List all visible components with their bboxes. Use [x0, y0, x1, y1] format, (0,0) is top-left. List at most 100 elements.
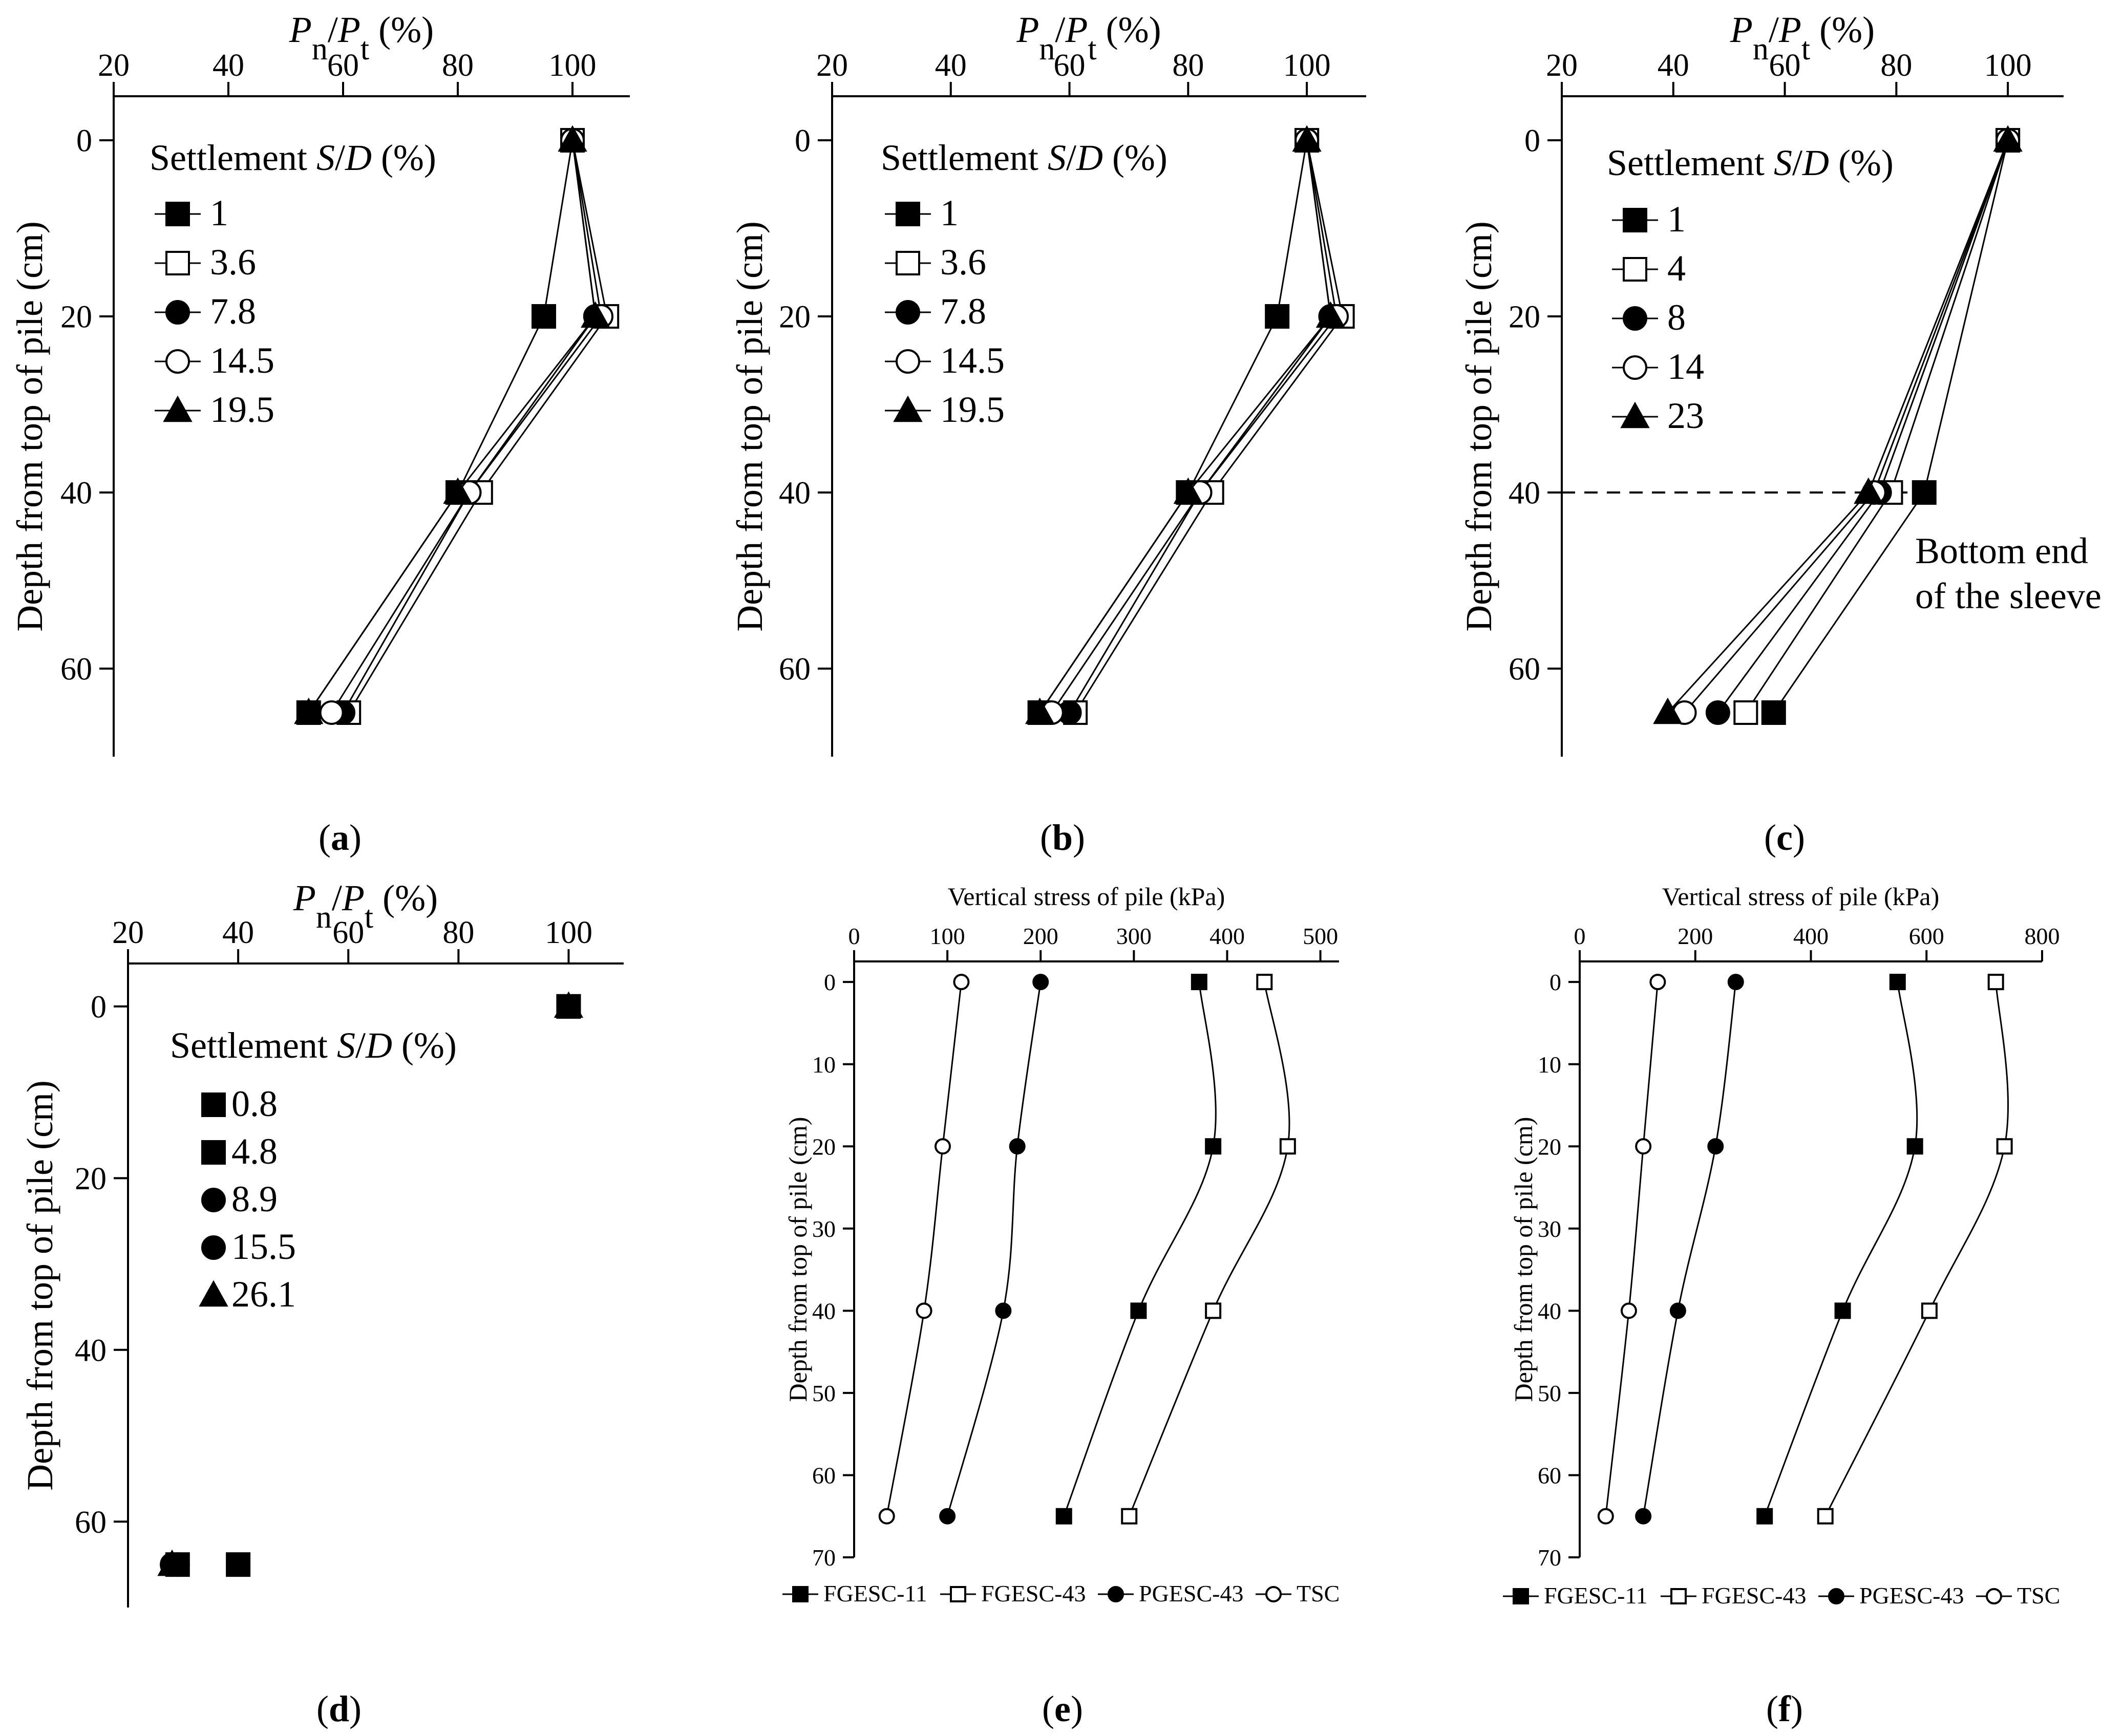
legend-label-8: 8: [1667, 297, 1686, 338]
x-tick-label: 20: [1546, 48, 1578, 83]
x-tick-label: 100: [930, 923, 965, 949]
legend-marker-14.5: [896, 349, 920, 374]
data-point-FGESC-43: [1205, 1302, 1222, 1319]
y-axis-label: Depth from top of pile (cm): [729, 221, 770, 632]
data-point-FGESC-43: [1279, 1138, 1296, 1155]
series-line-PGESC-43: [1642, 981, 1737, 1516]
y-tick-label: 60: [779, 652, 811, 687]
legend-label-23: 23: [1667, 395, 1704, 436]
legend-marker-14: [1623, 355, 1647, 380]
data-point-19.5: [1292, 125, 1322, 152]
legend-marker-19.5: [163, 395, 193, 422]
y-tick-label: 40: [812, 1298, 836, 1324]
x-axis-label: Pn/Pt (%): [1730, 9, 1875, 67]
legend-label-1: 1: [940, 192, 959, 233]
legend-label-3.6: 3.6: [210, 242, 256, 283]
x-tick-label: 40: [213, 48, 244, 83]
y-tick-label: 40: [1509, 476, 1540, 511]
data-point-PGESC-43: [1707, 1138, 1724, 1155]
series-line-14.5: [331, 140, 602, 713]
x-tick-label: 0: [848, 923, 860, 949]
data-point-1: [532, 304, 556, 329]
y-axis-label: Depth from top of pile (cm): [1509, 1117, 1538, 1402]
legend: Settlement S/D (%) 0.8 4.8 8.9 15.5 26.1: [170, 1025, 457, 1315]
legend-marker-TSC: [1986, 1588, 2002, 1604]
legend-marker-15.5: [201, 1235, 226, 1260]
x-tick-label: 60: [332, 915, 364, 950]
legend-label-FGESC-43: FGESC-43: [1702, 1582, 1806, 1609]
legend-title: Settlement S/D (%): [1607, 142, 1894, 183]
y-tick-label: 30: [1538, 1216, 1561, 1242]
series-line-FGESC-43: [1824, 982, 2009, 1517]
panel-label: (c): [1764, 817, 1805, 858]
series-line-TSC: [886, 981, 962, 1516]
series-line-3.6: [348, 140, 608, 713]
x-tick-label: 100: [1283, 48, 1331, 83]
series-line-FGESC-11: [1063, 982, 1217, 1517]
legend-label-4: 4: [1667, 248, 1686, 289]
y-tick-label: 0: [824, 969, 836, 995]
data-point-19.5: [1173, 477, 1203, 504]
y-tick-label: 40: [779, 476, 811, 511]
series-line-3.6: [1074, 140, 1344, 713]
legend-label-FGESC-11: FGESC-11: [823, 1580, 927, 1606]
x-tick-label: 200: [1023, 923, 1058, 949]
legend-marker-4: [1623, 257, 1647, 282]
legend-label-1: 1: [1667, 199, 1686, 240]
legend-marker-FGESC-11: [792, 1586, 809, 1602]
legend-label-14.5: 14.5: [940, 340, 1005, 381]
data-point-19.5: [294, 697, 324, 724]
data-point-TSC: [1635, 1138, 1652, 1155]
x-tick-label: 600: [1909, 923, 1944, 949]
y-tick-label: 30: [812, 1216, 836, 1242]
data-point-19.5: [1025, 697, 1055, 724]
y-tick-label: 0: [91, 990, 107, 1025]
y-tick-label: 60: [1538, 1463, 1561, 1489]
series-line-7.8: [342, 140, 597, 713]
legend-marker-8: [1623, 306, 1647, 331]
legend-marker-14.5: [165, 349, 190, 374]
y-axis-label: Depth from top of pile (cm): [1458, 221, 1499, 632]
x-tick-label: 20: [112, 915, 144, 950]
data-point-TSC: [935, 1138, 951, 1155]
sleeve-annotation: Bottom end: [1915, 530, 2088, 571]
y-tick-label: 20: [60, 300, 92, 335]
legend-marker-FGESC-43: [1670, 1588, 1687, 1604]
legend-marker-19.5: [893, 395, 923, 422]
x-tick-label: 300: [1116, 923, 1152, 949]
data-point-FGESC-11: [1906, 1138, 1923, 1155]
data-point-FGESC-43: [1121, 1508, 1138, 1525]
panel-label: (f): [1766, 1688, 1803, 1729]
legend-marker-3.6: [165, 251, 190, 275]
series-line-19.5: [1039, 140, 1332, 713]
legend-marker-FGESC-43: [950, 1586, 966, 1602]
series-line-PGESC-43: [946, 981, 1042, 1517]
data-point-FGESC-11: [1834, 1302, 1851, 1319]
data-point-4: [1733, 700, 1758, 725]
sleeve-annotation: of the sleeve: [1915, 575, 2101, 616]
data-point-1: [1912, 480, 1937, 505]
legend-marker-PGESC-43: [1108, 1586, 1124, 1602]
x-tick-label: 100: [545, 915, 592, 950]
x-axis-label: Pn/Pt (%): [289, 9, 434, 67]
legend-title: Settlement S/D (%): [170, 1025, 457, 1066]
x-axis-label: Pn/Pt (%): [293, 877, 438, 935]
legend-label-14.5: 14.5: [210, 340, 274, 381]
data-point-FGESC-43: [1256, 974, 1273, 991]
legend-label-TSC: TSC: [1297, 1580, 1340, 1606]
legend-label-19.5: 19.5: [940, 389, 1005, 430]
legend-label-19.5: 19.5: [210, 389, 274, 430]
legend-label-0.8: 0.8: [231, 1083, 278, 1124]
data-point-19.5: [1315, 301, 1346, 328]
y-tick-label: 50: [812, 1380, 836, 1406]
legend-marker-23: [1620, 401, 1650, 428]
data-point-FGESC-11: [1889, 974, 1906, 991]
y-tick-label: 20: [75, 1162, 107, 1196]
legend-marker-8.9: [201, 1188, 226, 1212]
panel-label: (d): [316, 1688, 362, 1729]
